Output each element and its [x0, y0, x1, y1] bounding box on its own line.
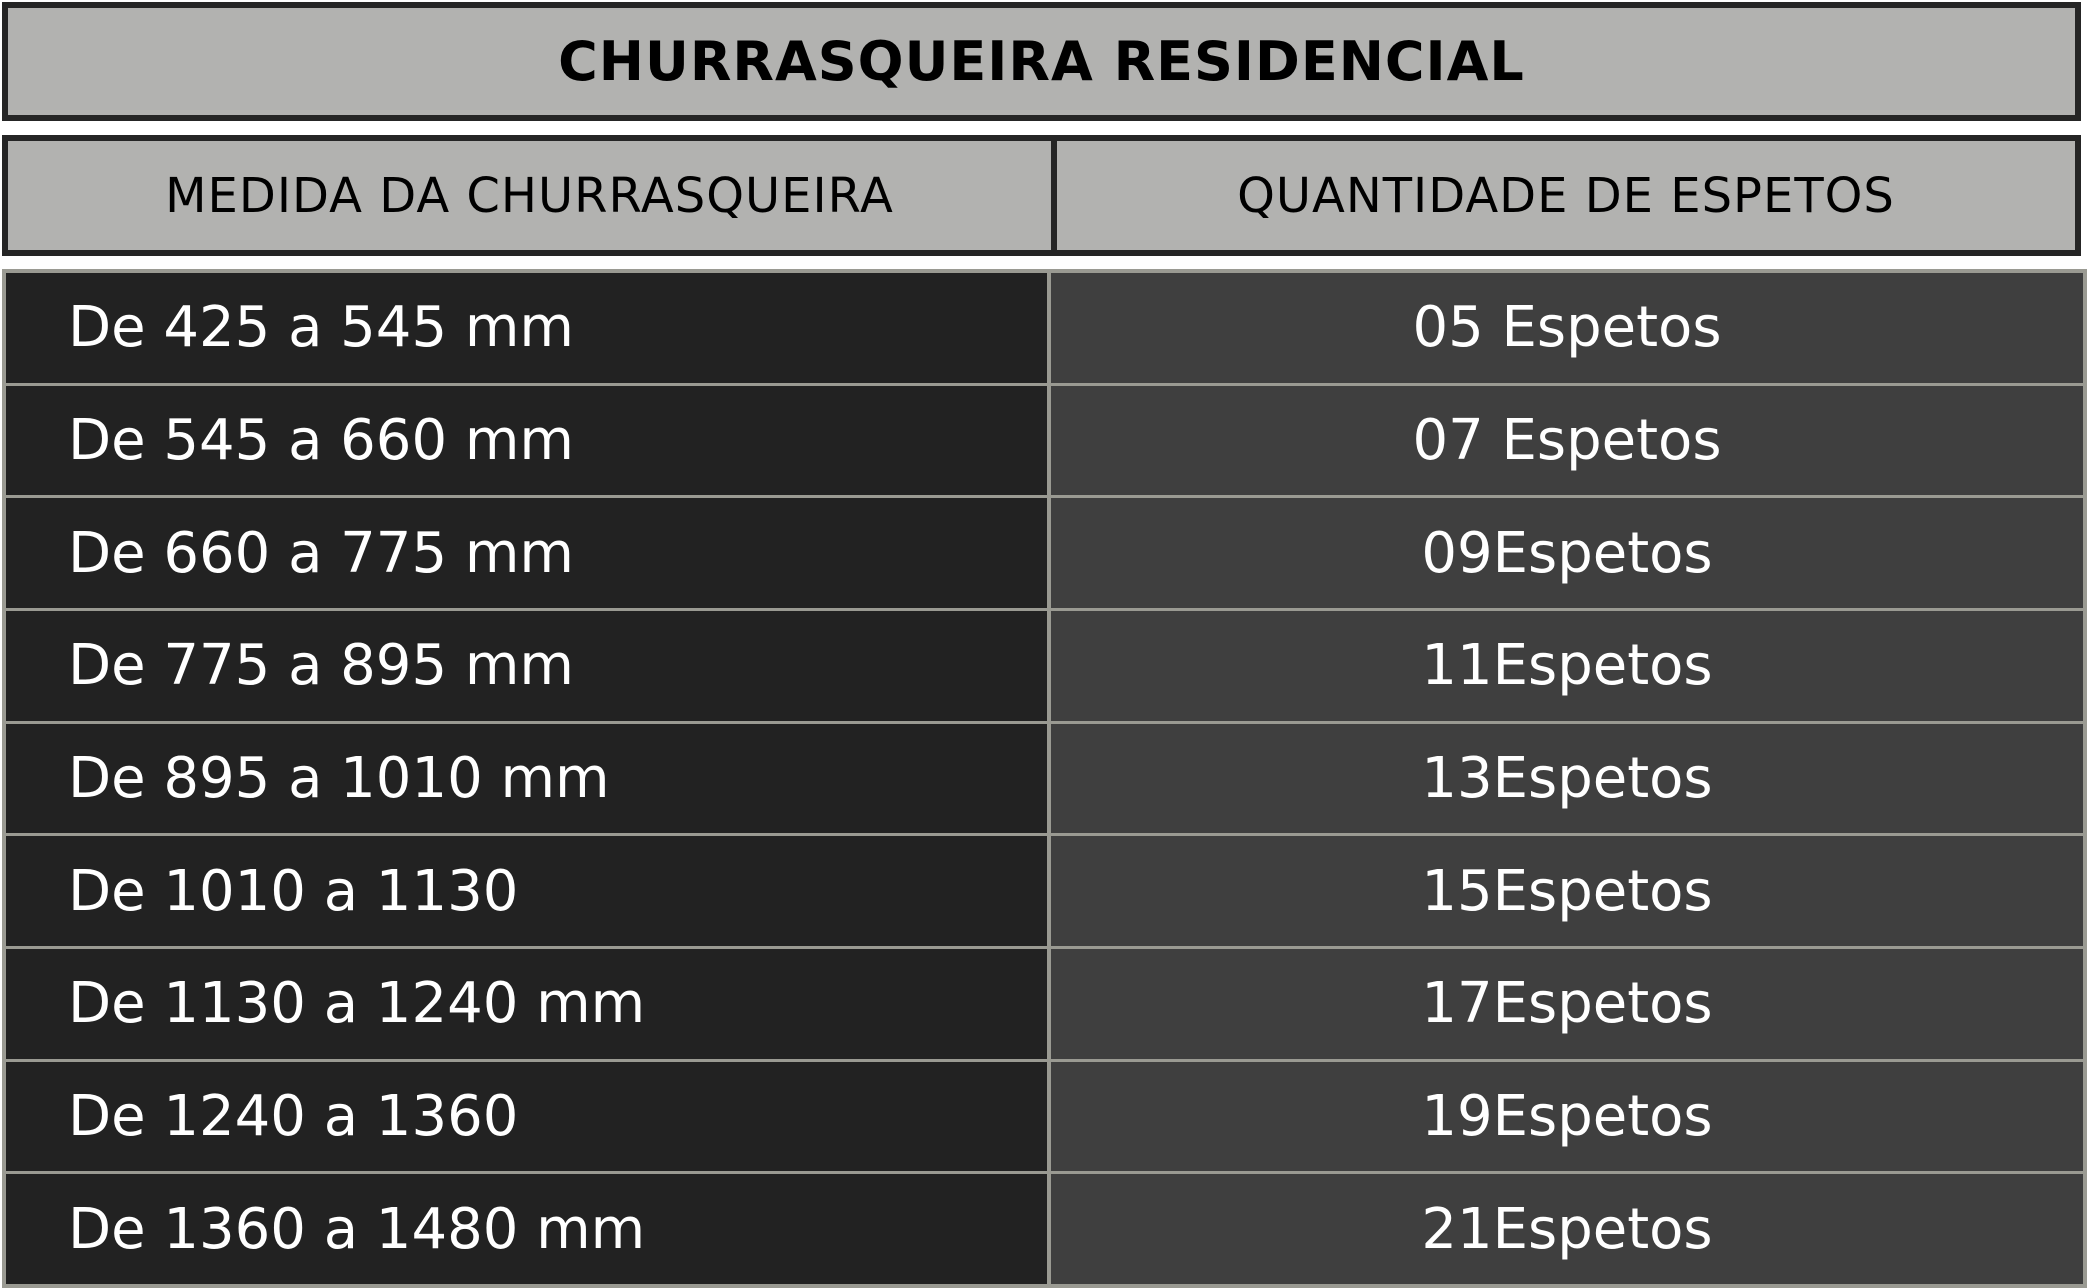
header-measure: MEDIDA DA CHURRASQUEIRA — [8, 141, 1057, 250]
table-row: De 1130 a 1240 mm 17Espetos — [6, 949, 2083, 1059]
measure-cell: De 1360 a 1480 mm — [6, 1174, 1047, 1285]
skewer-count-cell: 07 Espetos — [1051, 385, 2083, 496]
skewer-count-cell: 21Espetos — [1051, 1174, 2083, 1285]
skewer-count-cell: 13Espetos — [1051, 723, 2083, 834]
skewer-count-cell: 17Espetos — [1051, 949, 2083, 1059]
table-row: De 775 a 895 mm 11Espetos — [6, 611, 2083, 721]
table-title: CHURRASQUEIRA RESIDENCIAL — [2, 2, 2081, 121]
measure-cell: De 425 a 545 mm — [6, 273, 1047, 383]
table-body: De 425 a 545 mm 05 Espetos De 545 a 660 mm… — [2, 269, 2087, 1288]
skewer-count-cell: 09Espetos — [1051, 498, 2083, 609]
measure-cell: De 660 a 775 mm — [6, 498, 1047, 609]
measure-cell: De 1010 a 1130 — [6, 836, 1047, 947]
measure-cell: De 775 a 895 mm — [6, 611, 1047, 721]
skewer-count-cell: 05 Espetos — [1051, 273, 2083, 383]
skewer-count-cell: 19Espetos — [1051, 1061, 2083, 1172]
table-row: De 1010 a 1130 15Espetos — [6, 836, 2083, 947]
table-row: De 895 a 1010 mm 13Espetos — [6, 723, 2083, 834]
table-header: MEDIDA DA CHURRASQUEIRA QUANTIDADE DE ES… — [2, 135, 2081, 256]
measure-cell: De 545 a 660 mm — [6, 385, 1047, 496]
table-row: De 545 a 660 mm 07 Espetos — [6, 385, 2083, 496]
table-row: De 1240 a 1360 19Espetos — [6, 1061, 2083, 1172]
measure-cell: De 1130 a 1240 mm — [6, 949, 1047, 1059]
header-skewers: QUANTIDADE DE ESPETOS — [1237, 167, 1895, 224]
table-row: De 1360 a 1480 mm 21Espetos — [6, 1174, 2083, 1285]
measure-cell: De 895 a 1010 mm — [6, 723, 1047, 834]
measure-cell: De 1240 a 1360 — [6, 1061, 1047, 1172]
skewer-count-cell: 15Espetos — [1051, 836, 2083, 947]
table-row: De 660 a 775 mm 09Espetos — [6, 498, 2083, 609]
table-row: De 425 a 545 mm 05 Espetos — [6, 273, 2083, 383]
skewer-count-cell: 11Espetos — [1051, 611, 2083, 721]
